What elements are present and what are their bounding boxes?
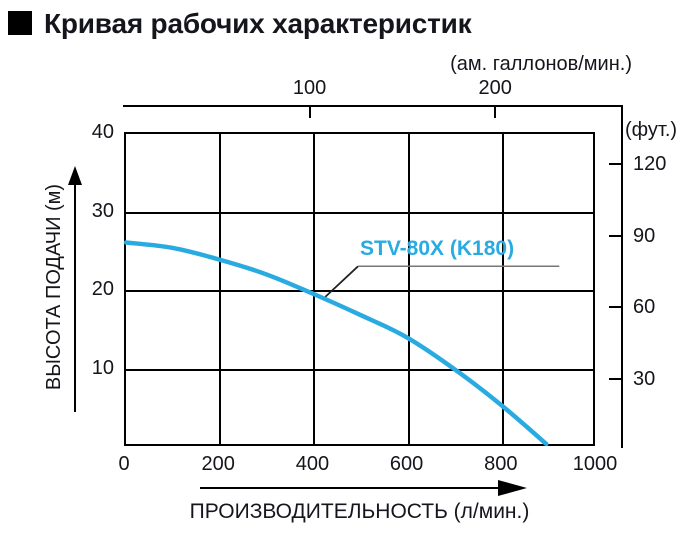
top-axis-tick-label: 100	[292, 77, 327, 99]
x-tick-label: 0	[118, 453, 130, 475]
top-axis-tick-mark	[308, 107, 311, 118]
right-axis-tick-label: 30	[633, 368, 656, 391]
callout-leader-diagonal	[324, 265, 359, 298]
gridline-horizontal	[126, 290, 593, 292]
x-axis-arrow-line	[200, 487, 500, 489]
y-tick-label: 10	[91, 356, 114, 379]
right-axis-tick-mark	[609, 234, 621, 237]
y-tick-label: 30	[91, 199, 114, 222]
x-axis-title: ПРОИЗВОДИТЕЛЬНОСТЬ (л/мин.)	[189, 500, 530, 523]
right-axis-tick-label: 90	[633, 224, 656, 247]
right-axis-tick-mark	[609, 162, 621, 165]
x-tick-label: 800	[484, 453, 518, 475]
gridline-vertical	[219, 134, 222, 444]
gridline-vertical	[501, 134, 504, 444]
top-axis-line	[123, 105, 623, 107]
top-axis-tick-mark	[494, 107, 497, 118]
right-axis-tick-label: 120	[633, 152, 667, 175]
gridline-vertical	[313, 134, 316, 444]
x-tick-label: 600	[389, 453, 424, 475]
gridline-vertical	[407, 134, 410, 444]
pump-curve	[123, 240, 549, 447]
right-axis-tick-mark	[609, 306, 621, 309]
x-axis-arrowhead-icon	[498, 480, 527, 496]
y-axis-arrow-line	[74, 184, 76, 412]
top-axis-title: (ам. галлонов/мин.)	[450, 53, 632, 75]
x-tick-label: 200	[201, 453, 235, 475]
x-tick-label: 400	[295, 453, 330, 475]
y-axis-arrowhead-icon	[68, 166, 82, 185]
plot-area: STV-80X (K180)	[123, 132, 595, 447]
right-axis-title: (фут.)	[625, 119, 678, 141]
top-axis-tick-label: 200	[478, 77, 512, 99]
page-title: Кривая рабочих характеристик	[44, 8, 472, 39]
right-axis-line	[621, 105, 623, 448]
series-label: STV-80X (K180)	[360, 237, 515, 260]
right-axis-tick-label: 60	[633, 296, 656, 319]
y-axis-title: ВЫСОТА ПОДАЧИ (м)	[43, 183, 65, 391]
gridline-horizontal	[126, 368, 593, 371]
gridline-horizontal	[126, 211, 593, 214]
curve-canvas	[123, 240, 560, 447]
y-tick-label: 20	[91, 278, 114, 300]
y-tick-label: 40	[91, 121, 114, 143]
x-tick-label: 1000	[572, 453, 618, 475]
title-bullet-square	[8, 11, 32, 35]
right-axis-tick-mark	[609, 378, 621, 381]
